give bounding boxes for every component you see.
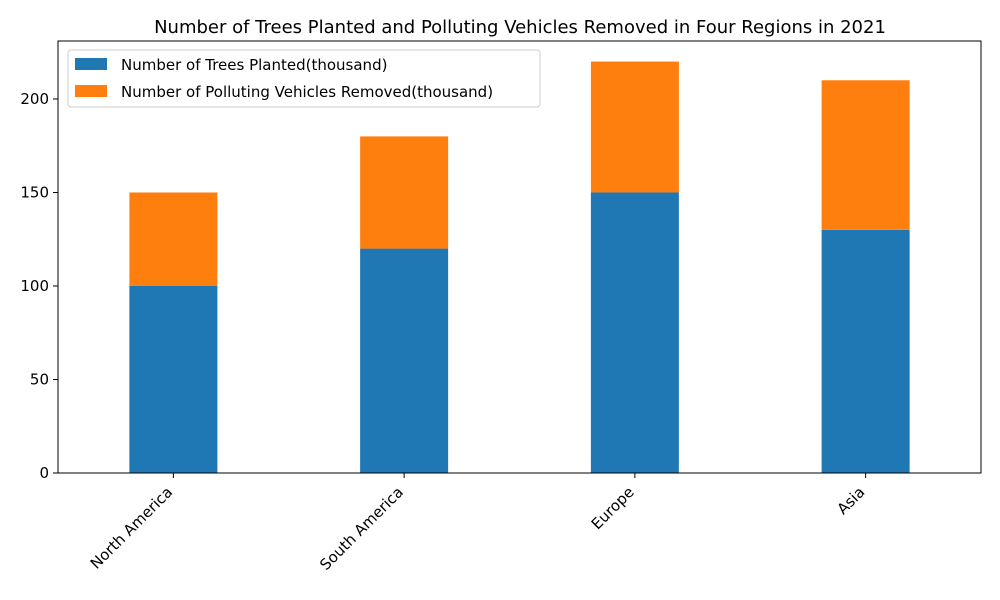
bar-north-america-series-1 — [129, 192, 218, 286]
bar-north-america-series-0 — [129, 285, 218, 473]
legend-swatch-trees — [75, 58, 107, 70]
bar-south-america-series-1 — [360, 136, 449, 249]
y-axis: 0 50 100 150 200 — [20, 90, 58, 482]
legend: Number of Trees Planted(thousand) Number… — [67, 49, 541, 108]
x-axis: North America South America Europe Asia — [87, 473, 868, 574]
x-tick-label: South America — [316, 483, 407, 574]
bar-asia-series-0 — [821, 229, 910, 473]
y-tick-label: 50 — [30, 370, 49, 388]
x-tick-label: Asia — [833, 483, 868, 518]
chart-title: Number of Trees Planted and Polluting Ve… — [154, 17, 886, 38]
legend-label-vehicles: Number of Polluting Vehicles Removed(tho… — [121, 83, 493, 101]
x-tick-label: North America — [87, 483, 177, 573]
legend-swatch-vehicles — [75, 85, 107, 97]
y-tick-label: 0 — [39, 464, 49, 482]
y-tick-label: 100 — [20, 277, 49, 295]
legend-label-trees: Number of Trees Planted(thousand) — [121, 56, 387, 74]
plot-area — [57, 40, 982, 474]
y-tick-label: 150 — [20, 183, 49, 201]
y-tick-label: 200 — [20, 90, 49, 108]
x-tick-label: Europe — [588, 483, 638, 533]
legend-box — [67, 49, 541, 108]
axes-frame — [57, 40, 982, 474]
bar-europe-series-1 — [590, 61, 679, 193]
bar-europe-series-0 — [590, 192, 679, 474]
bar-asia-series-1 — [821, 80, 910, 230]
bar-south-america-series-0 — [360, 248, 449, 473]
